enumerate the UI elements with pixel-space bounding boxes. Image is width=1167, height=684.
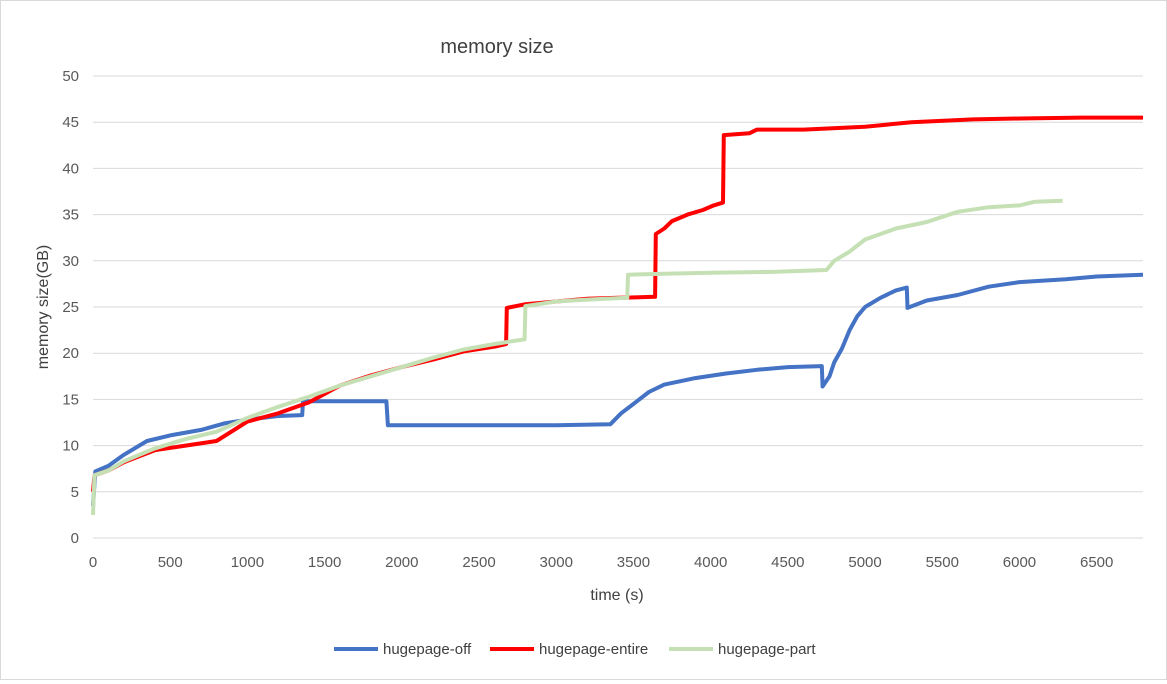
y-tick-label: 5 xyxy=(71,484,79,501)
y-tick-label: 30 xyxy=(62,253,79,270)
gridlines xyxy=(93,75,1143,539)
x-tick-label: 500 xyxy=(158,554,183,571)
x-tick-label: 6500 xyxy=(1080,554,1113,571)
y-tick-label: 25 xyxy=(62,299,79,316)
x-tick-label: 1500 xyxy=(308,554,341,571)
y-tick-label: 35 xyxy=(62,207,79,224)
x-tick-label: 6000 xyxy=(1003,554,1036,571)
x-tick-label: 3000 xyxy=(540,554,573,571)
legend-label: hugepage-off xyxy=(383,641,472,658)
x-axis-label: time (s) xyxy=(590,587,643,604)
y-tick-label: 20 xyxy=(62,345,79,362)
legend-label: hugepage-part xyxy=(718,641,816,658)
x-tick-label: 4500 xyxy=(771,554,804,571)
legend: hugepage-off hugepage-entire hugepage-part xyxy=(334,641,816,658)
x-tick-label: 2500 xyxy=(462,554,495,571)
y-tick-label: 50 xyxy=(62,68,79,85)
x-tick-label: 3500 xyxy=(617,554,650,571)
legend-item-hugepage-off: hugepage-off xyxy=(334,641,472,658)
x-tick-labels: 0 500 1000 1500 2000 2500 3000 3500 4000 4500 5000… xyxy=(89,554,1114,571)
legend-item-hugepage-entire: hugepage-entire xyxy=(490,641,648,658)
y-axis-label: memory size(GB) xyxy=(35,245,52,369)
x-tick-label: 1000 xyxy=(231,554,264,571)
series-line-hugepage-entire xyxy=(91,115,1143,492)
y-tick-label: 40 xyxy=(62,160,79,177)
x-tick-label: 2000 xyxy=(385,554,418,571)
y-tick-label: 10 xyxy=(62,438,79,455)
x-tick-label: 5000 xyxy=(848,554,881,571)
series-line-hugepage-part xyxy=(91,198,1063,515)
series-lines xyxy=(91,115,1144,515)
x-tick-label: 5500 xyxy=(926,554,959,571)
legend-label: hugepage-entire xyxy=(539,641,648,658)
chart-title: memory size xyxy=(440,36,553,58)
y-tick-label: 45 xyxy=(62,114,79,131)
y-tick-label: 15 xyxy=(62,391,79,408)
x-tick-label: 0 xyxy=(89,554,97,571)
y-tick-label: 0 xyxy=(71,530,79,547)
series-line-hugepage-off xyxy=(91,272,1144,506)
x-tick-label: 4000 xyxy=(694,554,727,571)
legend-item-hugepage-part: hugepage-part xyxy=(669,641,816,658)
y-tick-labels: 0 5 10 15 20 25 30 35 40 45 50 xyxy=(62,68,79,547)
